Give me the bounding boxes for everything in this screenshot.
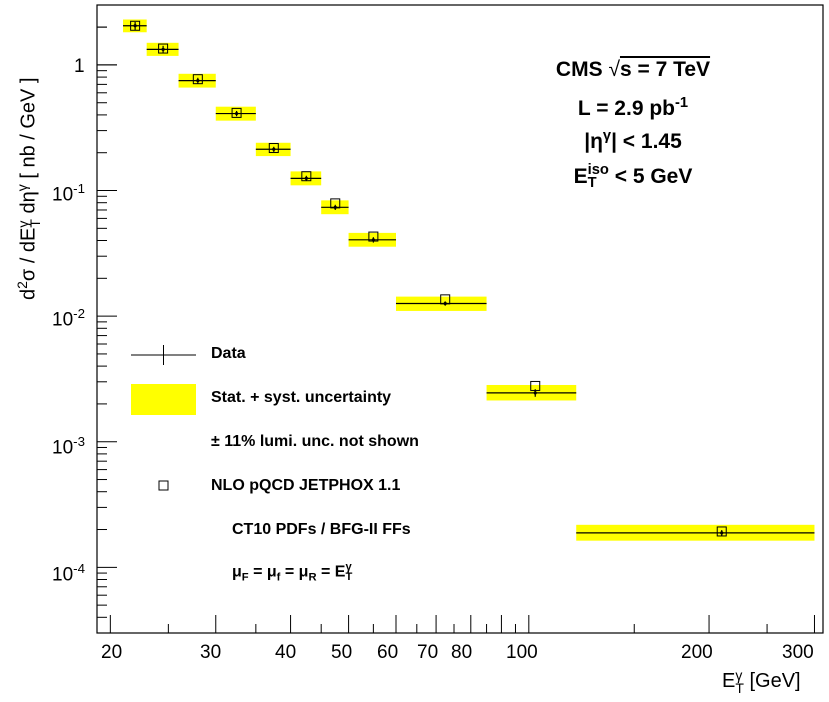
theory-marker-7: [368, 231, 379, 242]
legend-band-swatch: [131, 384, 196, 415]
theory-marker-3: [231, 107, 242, 118]
x-tick-label-200: 200: [681, 642, 713, 663]
theory-marker-6: [330, 198, 341, 209]
x-tick-label-300: 300: [782, 642, 814, 663]
data-marker-10: [720, 531, 724, 535]
y-tick-label-1: 1: [74, 56, 85, 77]
axis-ticks: [97, 4, 815, 634]
theory-marker-10: [716, 526, 727, 537]
x-tick-label-70: 70: [417, 642, 439, 663]
data-marker-4: [272, 147, 276, 151]
legend-theory-label: NLO pQCD JETPHOX 1.1: [211, 477, 401, 494]
legend-lumi-note: ± 11% lumi. unc. not shown: [211, 433, 419, 450]
y-axis-title: d2σ / dE γ T dηγ [ nb / GeV ]: [14, 77, 44, 301]
legend-band-label: Stat. + syst. uncertainty: [211, 389, 392, 406]
x-tick-label-60: 60: [377, 642, 399, 663]
theory-marker-8: [440, 294, 451, 305]
data-marker-1: [161, 47, 165, 51]
x-tick-label-50: 50: [331, 642, 353, 663]
data-point-4: [255, 146, 291, 152]
y-tick-label-1e-4: 10-4: [52, 561, 85, 586]
data-marker-9: [533, 391, 537, 395]
theory-marker-0: [130, 20, 141, 31]
theory-marker-9: [530, 380, 541, 391]
x-tick-label-100: 100: [506, 642, 538, 663]
y-tick-label-1e-2: 10-2: [52, 306, 85, 331]
legend-data-label: Data: [211, 345, 246, 362]
theory-marker-4: [268, 143, 279, 154]
x-tick-label-40: 40: [275, 642, 297, 663]
data-marker-3: [234, 111, 239, 116]
y-tick-label-1e-3: 10-3: [52, 434, 85, 459]
cms-energy-label: CMS √s = 7 TeV: [555, 58, 711, 81]
legend-pdf-label: CT10 PDFs / BFG-II FFs: [232, 521, 411, 538]
data-point-5: [290, 175, 322, 182]
data-marker-6: [333, 205, 337, 209]
theory-marker-5: [301, 171, 312, 182]
legend-theory-marker: [158, 480, 169, 491]
data-point-0: [123, 21, 147, 30]
x-tick-label-30: 30: [200, 642, 222, 663]
data-point-3: [215, 110, 256, 117]
x-tick-label-80: 80: [451, 642, 473, 663]
theory-points: [130, 20, 727, 537]
luminosity-label: L = 2.9 pb-1: [577, 95, 689, 120]
theory-marker-2: [192, 74, 203, 85]
plot-frame: [96, 4, 824, 634]
data-marker-2: [196, 79, 200, 83]
data-marker-0: [133, 24, 137, 28]
data-point-1: [146, 45, 179, 53]
eta-cut-label: |ηγ| < 1.45: [584, 128, 682, 153]
y-tick-label-1e-1: 10-1: [52, 181, 85, 206]
data-point-10: [576, 530, 815, 536]
legend-markers: [131, 345, 196, 491]
data-marker-5: [304, 176, 308, 180]
theory-marker-1: [158, 43, 169, 54]
x-tick-label-20: 20: [101, 642, 123, 663]
data-point-2: [178, 77, 216, 84]
